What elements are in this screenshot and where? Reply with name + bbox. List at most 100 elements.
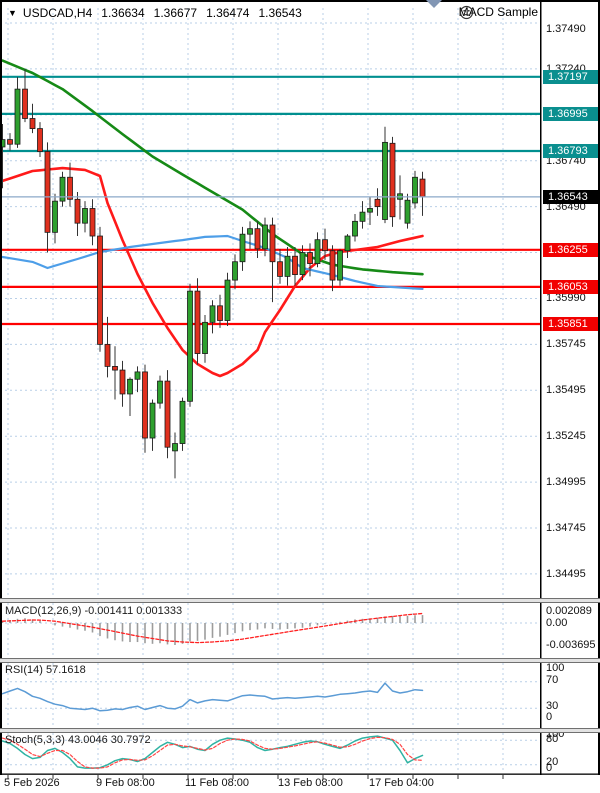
candle-bullish [0,139,6,148]
time-axis-label: 17 Feb 04:00 [369,777,434,789]
candle-bearish [142,371,148,439]
candle-bearish [329,250,336,281]
marker-triangle-icon [426,0,442,8]
stoch-signal-line [1,736,424,769]
macd-axis-label: 0.00 [546,617,568,629]
candle-bearish [67,176,73,200]
price-axis-label: 1.35495 [546,384,586,397]
candle-bearish [374,198,381,208]
candle-bearish [307,252,313,264]
candle-bearish [164,380,171,448]
rsi-axis-label: 30 [546,700,559,712]
rsi-axis-label: 100 [546,662,565,674]
candle-bearish [104,343,111,367]
candle-bullish [149,402,156,439]
candle-bullish [314,239,321,264]
candle-bullish [127,378,133,395]
panel-splitter-stoch[interactable] [0,728,600,733]
stoch-axis-label: 20 [546,756,559,768]
candle-bearish [89,208,96,237]
rsi-axis-label: 70 [546,674,559,686]
ma-fast-red [1,166,424,378]
candle-bullish [299,252,306,275]
candle-bullish [172,443,178,452]
current-price-tag: 1.36543 [543,189,598,204]
price-axis-divider [540,0,542,775]
candle-bearish [97,235,103,345]
panel-splitter-macd[interactable] [0,598,600,603]
rsi-line [1,682,424,712]
ea-title: MACD Sample [458,5,538,20]
ohlc-open: 1.36634 [101,6,145,20]
candle-bearish [22,88,28,119]
candle-bullish [247,228,253,235]
candle-bearish [194,290,201,354]
ma-blue [1,234,424,290]
candle-bearish [112,366,118,371]
candle-bearish [119,369,126,395]
window-border-top [0,0,600,2]
candle-bullish [284,255,291,277]
candle-bullish [239,233,246,263]
candle-bullish [224,279,231,321]
time-axis-label: 13 Feb 08:00 [278,777,343,789]
sad-face-icon [459,5,473,20]
macd-axis-label: -0.003695 [546,638,596,651]
ma-slow-green [1,59,424,276]
candle-bullish [262,224,268,250]
price-axis-label: 1.34495 [546,567,586,580]
candle-bullish [52,200,58,233]
rsi-indicator-label: RSI(14) 57.1618 [5,664,86,676]
macd-indicator-label: MACD(12,26,9) -0.001411 0.001333 [5,605,183,617]
candle-bearish [254,228,261,250]
time-axis-border [0,773,600,775]
candle-bullish [344,235,351,252]
candle-bullish [187,290,193,402]
candle-bullish [382,141,388,220]
price-axis-label: 1.34995 [546,476,586,489]
panel-splitter-rsi[interactable] [0,658,600,663]
candle-bullish [232,261,238,281]
window-border-left [0,0,2,775]
candle-bullish [352,220,358,237]
candle-bearish [322,239,328,252]
candle-bullish [359,211,366,222]
candle-bearish [37,128,43,152]
ohlc-high: 1.36677 [153,6,198,20]
candle-bullish [14,88,21,145]
price-axis-label: 1.34745 [546,522,586,534]
price-tag-teal: 1.37197 [543,69,598,84]
candle-bearish [217,305,223,321]
window-border-right [598,0,600,775]
stoch-main-line [1,735,424,769]
price-axis-label: 1.35245 [546,430,586,443]
candle-bearish [389,142,396,218]
candle-bullish [337,250,343,281]
ohlc-low: 1.36474 [206,6,250,20]
price-axis-label: 1.35990 [546,292,586,305]
candle-bearish [74,198,81,224]
candle-bearish [277,261,283,277]
candle-bullish [367,208,373,213]
symbol-dropdown-icon[interactable]: ▼ [8,8,17,18]
candle-bullish [412,176,418,204]
ea-name-label: MACD Sample [458,5,538,19]
candle-bearish [269,224,276,263]
candle-bearish [44,151,51,233]
time-axis-label: 9 Feb 08:00 [96,777,155,789]
macd-signal-line [1,612,424,644]
rsi-axis-label: 0 [546,711,553,723]
price-tag-red: 1.36255 [543,242,598,257]
candle-bearish [29,118,36,129]
macd-axis-label: 0.002089 [546,604,592,617]
price-axis-label: 1.37490 [546,23,586,35]
symbol-timeframe-label[interactable]: USDCAD,H4 [22,6,93,20]
chart-title-bar: ▼ USDCAD,H4 1.36634 1.36677 1.36474 1.36… [8,5,311,21]
candle-bearish [419,178,426,198]
candle-bullish [404,199,411,224]
stoch-indicator-label: Stoch(5,3,3) 43.0046 30.7972 [5,734,151,746]
price-tag-teal: 1.36995 [543,106,598,121]
candle-bullish [59,176,66,202]
